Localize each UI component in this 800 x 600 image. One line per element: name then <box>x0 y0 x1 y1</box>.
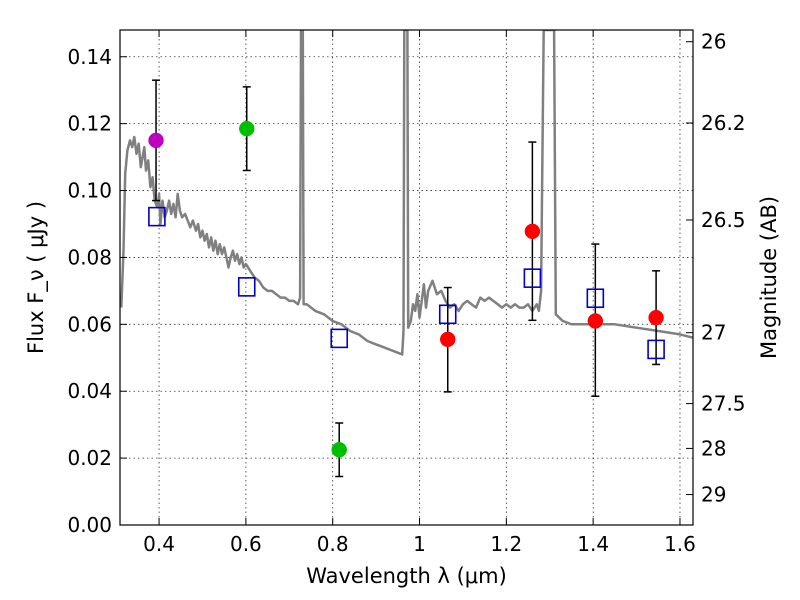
x-axis-label: Wavelength λ (μm) <box>306 564 507 588</box>
model-square-marker <box>586 288 605 309</box>
marker-layer <box>148 120 665 458</box>
x-tick-label: 0.4 <box>143 532 175 556</box>
observed-point-marker <box>648 309 664 326</box>
x-tick-label: 1 <box>413 532 426 556</box>
x-tick-label: 1.6 <box>664 532 696 556</box>
plot-frame <box>119 29 694 526</box>
y-tick-label: 0.04 <box>67 379 112 403</box>
model-square-marker <box>438 304 457 325</box>
y2-tick-label: 26.5 <box>701 208 746 232</box>
observed-point-marker <box>524 223 541 240</box>
y2-tick-label: 27.5 <box>701 392 746 416</box>
model-square-marker <box>523 268 542 288</box>
y2-tick-label: 29 <box>701 483 726 507</box>
observed-point-marker <box>331 441 347 458</box>
y-axis-label: Flux F_ν ( μJy ) <box>24 201 49 354</box>
x-tick-label: 0.8 <box>317 532 349 556</box>
y-tick-label: 0.06 <box>67 312 112 336</box>
y-tick-label: 0.10 <box>67 179 112 203</box>
template-spectrum-line <box>120 30 693 356</box>
model-square-marker <box>330 328 349 349</box>
y2-tick-label: 26.2 <box>701 111 746 135</box>
errorbar-layer <box>152 79 661 478</box>
y-tick-label: 0.14 <box>67 45 112 69</box>
y2-tick-label: 26 <box>701 30 726 54</box>
y2-tick-label: 27 <box>701 321 726 345</box>
model-square-marker <box>237 277 256 297</box>
x-tick-label: 1.2 <box>490 532 522 556</box>
x-tick-label: 1.4 <box>577 532 609 556</box>
y-tick-label: 0.12 <box>67 112 112 136</box>
model-square-marker <box>148 206 166 227</box>
tick-label-layer: 0.4 0.6 0.8 1 1.2 1.4 1.6 0.00 0.02 0.04 0.06 0.08 0… <box>67 30 745 556</box>
x-tick-label: 0.6 <box>230 532 262 556</box>
observed-point-marker <box>587 313 604 329</box>
y-tick-label: 0.02 <box>67 446 112 470</box>
y-tick-label: 0.00 <box>67 513 112 537</box>
spectrum-layer <box>120 30 693 356</box>
observed-point-marker <box>148 132 164 149</box>
y-tick-label: 0.08 <box>67 245 112 269</box>
y2-axis-label: Magnitude (AB) <box>757 196 781 359</box>
observed-point-marker <box>439 331 456 348</box>
model-square-marker <box>647 339 665 360</box>
tick-layer <box>120 30 693 526</box>
observed-point-marker <box>239 120 255 137</box>
y2-tick-label: 28 <box>701 436 726 460</box>
